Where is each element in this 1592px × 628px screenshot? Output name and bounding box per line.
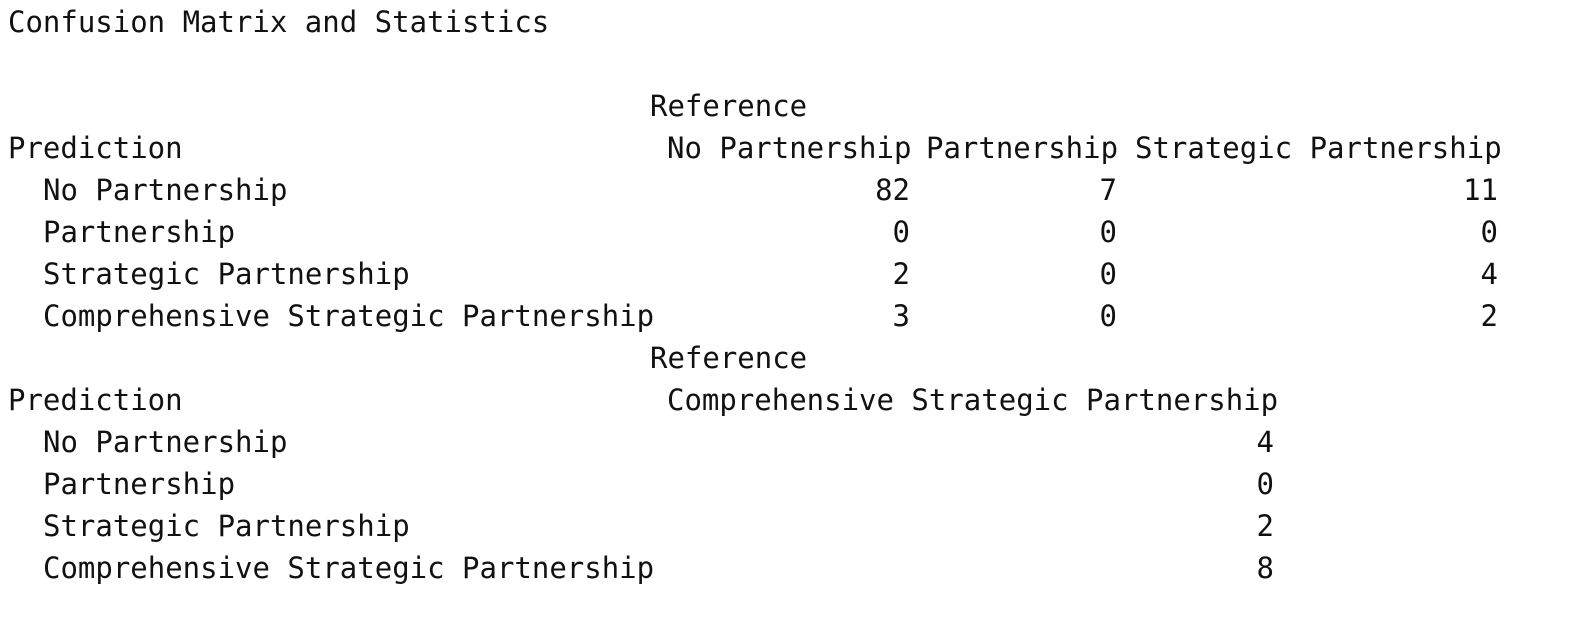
cell-value: 82 (875, 173, 910, 207)
row-label-strategic-partnership: Strategic Partnership (43, 509, 410, 543)
output-title: Confusion Matrix and Statistics (8, 5, 550, 39)
cell-value: 7 (1099, 173, 1117, 207)
cell-value: 0 (1099, 299, 1117, 333)
row-label-partnership: Partnership (43, 467, 236, 501)
cell-value: 2 (1480, 299, 1498, 333)
reference-label: Reference (650, 341, 808, 375)
cell-value: 0 (1099, 257, 1117, 291)
column-header-no-partnership: No Partnership (667, 131, 912, 165)
row-label-comprehensive-strategic-partnership: Comprehensive Strategic Partnership (43, 551, 655, 585)
row-label-strategic-partnership: Strategic Partnership (43, 257, 410, 291)
reference-label: Reference (650, 89, 808, 123)
cell-value: 4 (1256, 425, 1274, 459)
cell-value: 2 (892, 257, 910, 291)
cell-value: 0 (892, 215, 910, 249)
row-label-partnership: Partnership (43, 215, 236, 249)
cell-value: 4 (1480, 257, 1498, 291)
column-header-strategic-partnership: Strategic Partnership (1135, 131, 1502, 165)
cell-value: 8 (1256, 551, 1274, 585)
row-label-comprehensive-strategic-partnership: Comprehensive Strategic Partnership (43, 299, 655, 333)
row-label-no-partnership: No Partnership (43, 425, 288, 459)
cell-value: 0 (1480, 215, 1498, 249)
cell-value: 0 (1256, 467, 1274, 501)
cell-value: 11 (1463, 173, 1498, 207)
cell-value: 0 (1099, 215, 1117, 249)
cell-value: 2 (1256, 509, 1274, 543)
cell-value: 3 (892, 299, 910, 333)
prediction-label: Prediction (8, 383, 183, 417)
row-label-no-partnership: No Partnership (43, 173, 288, 207)
prediction-label: Prediction (8, 131, 183, 165)
column-header-partnership: Partnership (926, 131, 1119, 165)
column-header-comprehensive-strategic-partnership: Comprehensive Strategic Partnership (667, 383, 1279, 417)
